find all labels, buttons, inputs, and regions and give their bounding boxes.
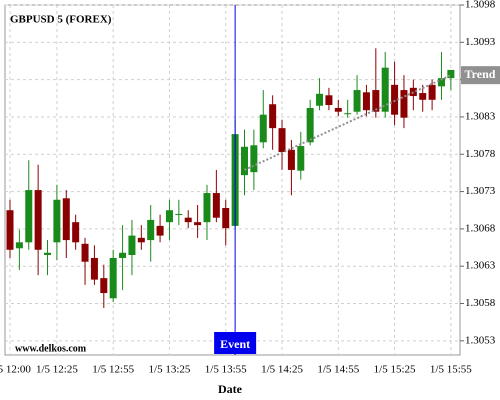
- event-label-box: [214, 332, 257, 354]
- y-tick-label: 1.3098: [465, 0, 496, 11]
- candle-body: [447, 69, 455, 79]
- chart-title: GBPUSD 5 (FOREX): [10, 14, 112, 26]
- candle-body: [175, 213, 183, 215]
- y-tick-label: 1.3068: [465, 222, 496, 234]
- x-tick-label: 1/5 13:55: [205, 364, 247, 376]
- candle-body: [222, 207, 230, 229]
- candle-body: [100, 278, 108, 294]
- candle-body: [109, 257, 117, 299]
- candle-body: [6, 210, 14, 250]
- candle-body: [203, 193, 211, 223]
- candle-body: [269, 104, 277, 129]
- trend-label-box: [461, 66, 500, 85]
- candle-body: [278, 128, 286, 153]
- candle-body: [419, 93, 427, 100]
- candle-body: [137, 237, 145, 243]
- candle-body: [194, 222, 202, 226]
- candle-body: [34, 190, 42, 250]
- y-tick-label: 1.3093: [465, 36, 496, 48]
- y-tick-label: 1.3053: [465, 334, 496, 346]
- candle-body: [362, 92, 370, 111]
- x-tick-label: 1/5 14:25: [261, 364, 303, 376]
- candle-body: [259, 114, 267, 143]
- x-tick-label: 1/5 14:55: [317, 364, 359, 376]
- candle-body: [437, 78, 445, 87]
- trend-label: Trend: [465, 67, 496, 81]
- candle-body: [250, 145, 258, 173]
- y-tick-label: 1.3083: [465, 110, 496, 122]
- candle-body: [344, 113, 352, 115]
- candle-body: [297, 146, 305, 171]
- x-tick-label: 1/5 15:25: [374, 364, 416, 376]
- y-tick-label: 1.3058: [465, 297, 496, 309]
- candle-body: [287, 149, 295, 170]
- candle-body: [25, 190, 33, 243]
- x-tick-label: 1/5 12:25: [36, 364, 78, 376]
- candle-body: [53, 199, 61, 243]
- candle-body: [316, 93, 324, 106]
- candle-body: [44, 252, 52, 255]
- candle-body: [372, 90, 380, 112]
- candle-body: [428, 84, 436, 100]
- candle-body: [165, 210, 173, 223]
- event-label: Event: [220, 337, 250, 351]
- candle-body: [325, 95, 333, 105]
- candle-body: [400, 90, 408, 118]
- y-tick-label: 1.3063: [465, 260, 496, 272]
- x-tick-label: 1/5 13:25: [149, 364, 191, 376]
- x-tick-label: 1/5 15:55: [430, 364, 472, 376]
- candle-body: [72, 222, 80, 243]
- candle-body: [81, 243, 89, 262]
- marks: [6, 48, 455, 308]
- candle-body: [391, 84, 399, 115]
- candle-body: [15, 242, 23, 249]
- candle-body: [212, 193, 220, 218]
- candle-body: [381, 67, 389, 112]
- x-tick-label: 1/5 12:00: [0, 364, 31, 376]
- candle-body: [353, 90, 361, 112]
- x-tick-label: 1/5 12:55: [92, 364, 134, 376]
- y-tick-label: 1.3073: [465, 185, 496, 197]
- x-axis-title: Date: [218, 382, 243, 396]
- candle-body: [156, 225, 164, 236]
- y-tick-label: 1.3078: [465, 148, 496, 160]
- candle-body: [334, 107, 342, 112]
- grid: [5, 4, 460, 355]
- candle-body: [306, 107, 314, 143]
- candle-body: [184, 217, 192, 223]
- watermark: www.delkos.com: [15, 343, 87, 354]
- candle-body: [241, 146, 248, 176]
- candle-body: [90, 257, 98, 280]
- candle-body: [147, 219, 155, 241]
- candle-body: [119, 252, 127, 258]
- candle-body: [128, 235, 136, 255]
- trend-line: [244, 74, 452, 171]
- candle-body: [62, 198, 70, 241]
